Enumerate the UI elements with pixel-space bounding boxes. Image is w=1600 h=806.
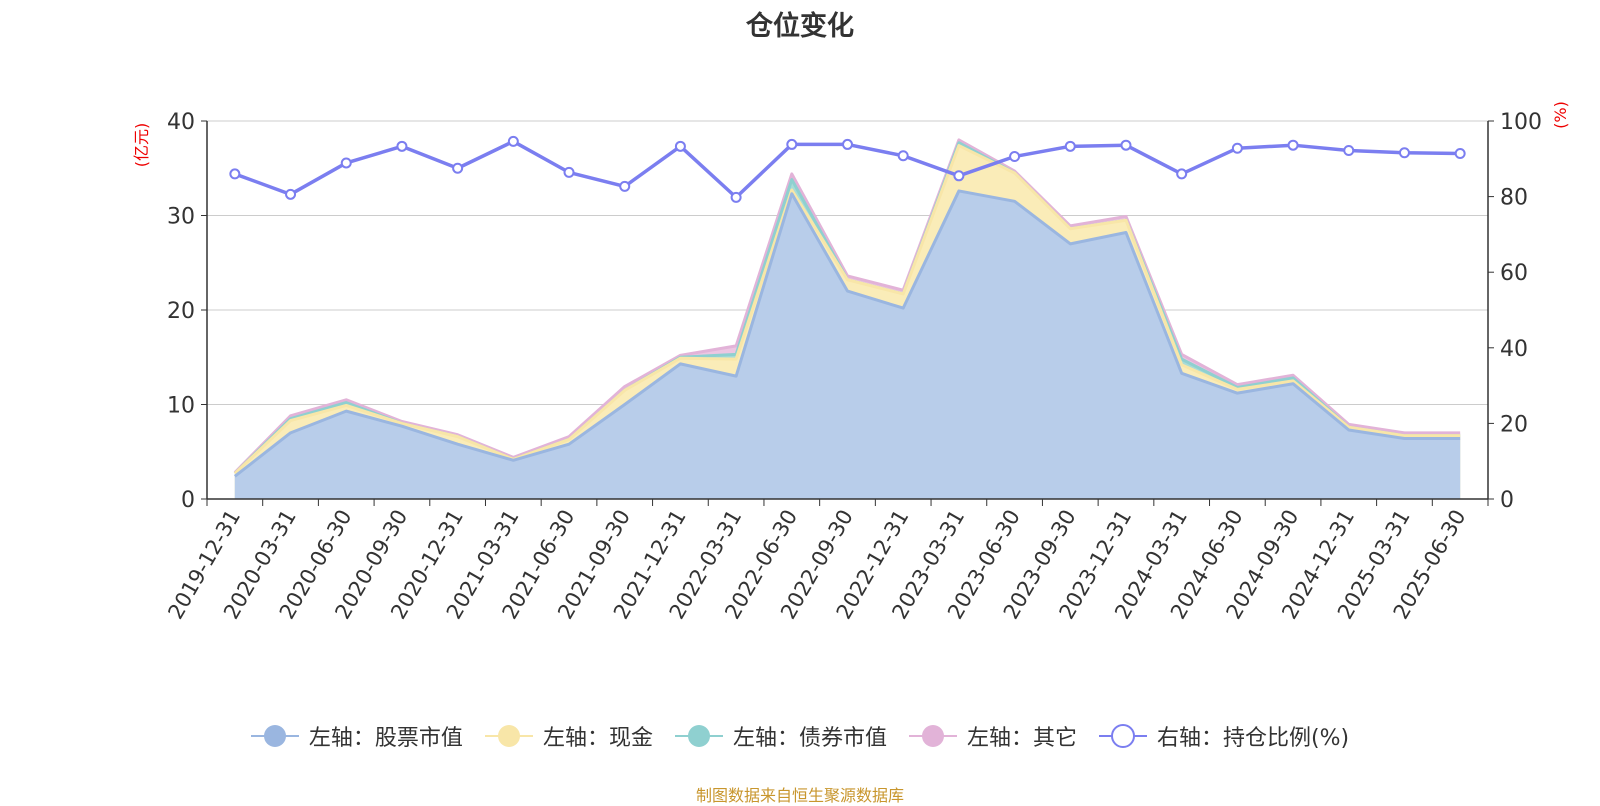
legend-label-ratio: 右轴：持仓比例(%) <box>1156 726 1350 751</box>
ratio-point <box>786 138 798 150</box>
left-axis-tick-label: 10 <box>167 394 195 419</box>
right-axis-unit-label: (%) <box>1551 101 1570 129</box>
ratio-point <box>507 135 519 147</box>
right-axis-tick-label: 100 <box>1500 110 1542 135</box>
legend-item-ratio[interactable]: 右轴：持仓比例(%) <box>1098 720 1350 752</box>
legend-label-stock: 左轴：股票市值 <box>308 726 463 751</box>
legend-swatch-bond <box>674 725 723 747</box>
area-edge-3 <box>233 138 1461 474</box>
ratio-point <box>1287 139 1299 151</box>
ratio-point <box>1009 151 1021 163</box>
legend-item-stock[interactable]: 左轴：股票市值 <box>250 720 463 752</box>
legend-label-other: 左轴：其它 <box>966 726 1077 751</box>
legend-swatch-stock <box>250 725 299 747</box>
legend-swatch-ratio <box>1098 724 1147 748</box>
ratio-point <box>1398 147 1410 159</box>
ratio-point <box>340 157 352 169</box>
left-axis-tick-label: 30 <box>167 205 195 230</box>
legend-item-bond[interactable]: 左轴：债券市值 <box>674 720 887 752</box>
ratio-line <box>229 135 1466 203</box>
ratio-point <box>897 150 909 162</box>
right-axis-tick-label: 20 <box>1500 412 1528 437</box>
ratio-point <box>674 140 686 152</box>
legend: 左轴：股票市值 左轴：现金 左轴：债券市值 左轴：其它 右轴：持仓比例(%) <box>0 720 1600 752</box>
legend-item-other[interactable]: 左轴：其它 <box>908 720 1077 752</box>
legend-item-cash[interactable]: 左轴：现金 <box>484 720 653 752</box>
ratio-point <box>1176 168 1188 180</box>
left-axis-tick-label: 40 <box>167 110 195 135</box>
ratio-point <box>730 191 742 203</box>
stacked-areas <box>233 138 1461 500</box>
ratio-point <box>229 168 241 180</box>
legend-label-cash: 左轴：现金 <box>542 726 653 751</box>
area-edge-1 <box>233 144 1461 475</box>
ratio-point <box>1064 140 1076 152</box>
ratio-point <box>285 188 297 200</box>
legend-swatch-cash <box>484 725 533 747</box>
ratio-point <box>619 180 631 192</box>
ratio-point <box>452 162 464 174</box>
ratio-point <box>1343 144 1355 156</box>
chart-area: 0102030400204060801002019-12-312020-03-3… <box>132 101 1570 623</box>
right-axis-tick-label: 40 <box>1500 337 1528 362</box>
area-0 <box>234 190 1461 499</box>
right-axis-tick-label: 0 <box>1500 488 1514 513</box>
ratio-point <box>953 170 965 182</box>
left-axis-unit-label: (亿元) <box>132 123 151 168</box>
ratio-point <box>1231 142 1243 154</box>
ratio-point <box>563 166 575 178</box>
source-note: 制图数据来自恒生聚源数据库 <box>695 786 904 805</box>
chart-title: 仓位变化 <box>746 11 854 42</box>
ratio-point <box>396 140 408 152</box>
right-axis-tick-label: 60 <box>1500 261 1528 286</box>
area-edge-0 <box>233 189 1461 478</box>
right-axis-tick-label: 80 <box>1500 186 1528 211</box>
legend-swatch-other <box>908 725 957 747</box>
ratio-point <box>842 138 853 150</box>
ratio-point <box>1454 148 1466 160</box>
left-axis-tick-label: 0 <box>181 488 195 513</box>
legend-label-bond: 左轴：债券市值 <box>732 726 887 751</box>
ratio-point <box>1120 139 1132 151</box>
left-axis-tick-label: 20 <box>167 299 195 324</box>
